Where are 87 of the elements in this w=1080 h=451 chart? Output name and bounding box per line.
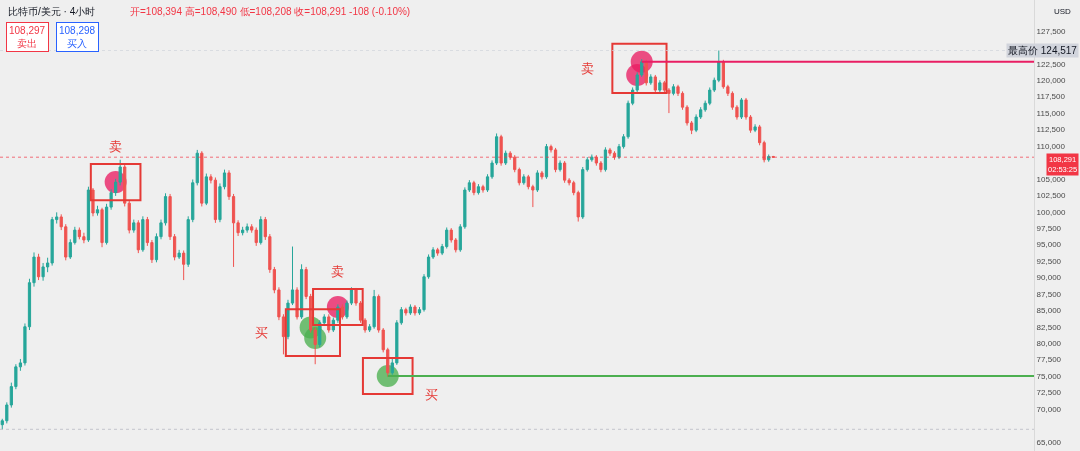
candlestick (472, 180, 476, 196)
y-tick-label: 112,500 (1036, 125, 1066, 135)
y-tick-label: 102,500 (1036, 191, 1067, 201)
candlestick (671, 83, 676, 96)
y-axis-title: USD (1054, 7, 1072, 16)
y-tick-label: 90,000 (1036, 273, 1062, 283)
y-tick-label: 85,000 (1036, 306, 1062, 316)
ref-line-label: 最高价 124,517 (1008, 45, 1078, 56)
candlestick (41, 262, 45, 282)
candlestick (612, 150, 617, 161)
candlestick (95, 205, 100, 217)
candlestick (299, 263, 304, 320)
y-tick-label: 115,000 (1036, 108, 1066, 118)
y-tick-label: 87,500 (1036, 289, 1062, 299)
y-tick-label: 92,500 (1036, 256, 1062, 266)
candlestick (476, 183, 481, 196)
candlestick (241, 226, 245, 236)
candlestick (667, 87, 671, 114)
candlestick (340, 303, 345, 321)
candlestick (517, 167, 521, 186)
y-tick-label: 100,000 (1036, 207, 1067, 217)
candlestick (662, 80, 666, 94)
candlestick (563, 160, 567, 184)
candlestick (499, 134, 503, 167)
candlestick (771, 155, 775, 159)
y-tick-label: 77,500 (1036, 355, 1062, 365)
candlestick (136, 219, 140, 254)
annotation: 卖 (109, 139, 122, 154)
y-tick-label: 105,000 (1036, 174, 1067, 184)
candlestick (544, 143, 549, 180)
candlestick (558, 159, 562, 173)
candlestick (182, 249, 186, 281)
annotation: 买 (425, 387, 438, 402)
candlestick (753, 123, 757, 133)
y-tick-label: 120,000 (1036, 76, 1067, 86)
y-tick-label: 117,500 (1036, 92, 1066, 102)
y-tick-label: 72,500 (1036, 388, 1062, 398)
y-tick-label: 75,000 (1036, 371, 1062, 381)
candlestick (177, 249, 181, 260)
candlestick (295, 286, 299, 321)
y-tick-label: 95,000 (1036, 240, 1062, 250)
text: 开=108,394 高=108,490 低=108,208 收=108,291 -108 (-0.10%) (130, 6, 411, 17)
candlestick (213, 177, 218, 224)
candlestick (91, 187, 95, 217)
y-tick-label: 70,000 (1036, 404, 1062, 414)
candlestick (372, 289, 376, 330)
y-tick-label: 122,500 (1036, 59, 1067, 69)
candlestick (200, 150, 204, 207)
candlestick (603, 146, 608, 173)
candlestick (254, 226, 258, 247)
candlestick (658, 79, 662, 93)
candlestick (408, 303, 413, 316)
candlestick (363, 317, 367, 334)
candlestick (522, 173, 526, 186)
annotation: 买 (255, 325, 268, 340)
candlestick (204, 173, 208, 206)
candlestick (649, 73, 653, 86)
y-tick-label: 110,000 (1036, 141, 1066, 151)
candlestick (553, 147, 558, 173)
text: 比特币/美元 · 4小时 (8, 6, 96, 17)
candlestick (141, 215, 145, 253)
candlestick (481, 184, 485, 194)
candlestick (86, 186, 91, 243)
y-tick-label: 65,000 (1036, 437, 1062, 447)
annotation: 卖 (581, 61, 594, 76)
candlestick (322, 313, 326, 326)
annotation: 卖 (331, 264, 344, 279)
candlestick (739, 97, 744, 120)
candlestick (245, 223, 249, 234)
candlestick (100, 207, 104, 248)
annotation: 108,297 卖出 (9, 25, 46, 49)
candlestick (132, 219, 136, 234)
candlestick (540, 170, 544, 180)
y-tick-label: 82,500 (1036, 322, 1062, 332)
y-tick-label: 97,500 (1036, 223, 1062, 233)
y-tick-label: 80,000 (1036, 338, 1062, 348)
candlestick (436, 247, 440, 257)
y-tick-label: 127,500 (1036, 26, 1067, 36)
annotation: 108,298 买入 (59, 25, 96, 49)
candlestick (644, 59, 648, 86)
candlestick (413, 304, 417, 317)
candlestick (608, 147, 612, 157)
candlestick (36, 253, 41, 281)
candlestick (535, 169, 540, 193)
candlestick (404, 307, 408, 317)
candlestick (653, 74, 657, 94)
candlestick (259, 215, 263, 246)
